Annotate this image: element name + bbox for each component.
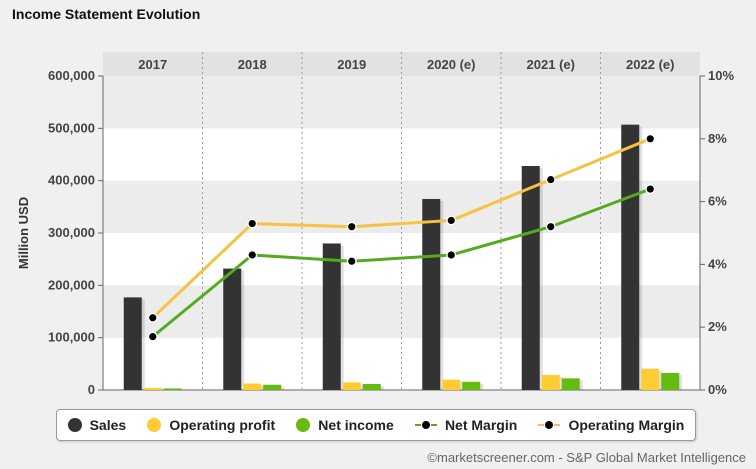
operating-margin-point xyxy=(149,314,157,322)
legend-item-net-margin[interactable]: Net Margin xyxy=(414,417,518,433)
y2-tick-label: 6% xyxy=(708,194,727,209)
bar-net-income xyxy=(462,381,481,390)
y2-tick-label: 2% xyxy=(708,319,727,334)
legend-label-net-income: Net income xyxy=(318,417,394,433)
bar-operating-profit xyxy=(541,375,560,390)
y2-tick-label: 8% xyxy=(708,131,727,146)
legend-item-sales[interactable]: Sales xyxy=(67,417,127,433)
bar-net-income xyxy=(163,388,182,390)
net-margin-point xyxy=(547,223,555,231)
legend-swatch-operating-profit xyxy=(147,418,162,432)
y-tick-label: 300,000 xyxy=(48,225,95,240)
bar-sales xyxy=(422,198,441,390)
bar-sales xyxy=(123,297,142,390)
bar-net-income xyxy=(362,383,381,390)
bar-operating-profit xyxy=(243,383,262,390)
x-tick-label: 2017 xyxy=(138,57,167,72)
legend-label-operating-profit: Operating profit xyxy=(169,417,276,433)
y-tick-label: 400,000 xyxy=(48,173,95,188)
bar-operating-profit xyxy=(442,379,461,390)
bar-sales xyxy=(521,166,540,390)
y2-tick-label: 10% xyxy=(708,68,734,83)
x-tick-label: 2018 xyxy=(238,57,267,72)
operating-margin-point xyxy=(547,176,555,184)
operating-margin-point xyxy=(646,135,654,143)
y-axis-label: Million USD xyxy=(16,197,31,269)
legend-item-operating-margin[interactable]: Operating Margin xyxy=(538,417,684,433)
legend-label-operating-margin: Operating Margin xyxy=(568,417,685,433)
y-tick-label: 600,000 xyxy=(48,68,95,83)
bar-sales xyxy=(621,124,640,391)
bar-sales xyxy=(322,243,341,390)
bar-operating-profit xyxy=(342,382,361,390)
operating-margin-point xyxy=(248,219,256,228)
bar-net-income xyxy=(263,384,282,390)
legend-swatch-net-margin xyxy=(414,419,437,431)
y-tick-label: 200,000 xyxy=(48,277,95,292)
net-margin-line xyxy=(151,187,651,338)
bar-sales xyxy=(223,268,242,390)
x-tick-label: 2022 (e) xyxy=(626,57,674,72)
chart-title: Income Statement Evolution xyxy=(12,6,201,22)
y-tick-label: 500,000 xyxy=(48,120,95,135)
legend: Sales Operating profit Net income Net Ma… xyxy=(56,409,696,441)
legend-swatch-operating-margin xyxy=(538,419,561,431)
y2-tick-label: 4% xyxy=(708,256,727,271)
legend-swatch-sales xyxy=(67,418,82,432)
legend-item-operating-profit[interactable]: Operating profit xyxy=(147,417,275,433)
bar-operating-profit xyxy=(143,387,162,390)
bar-net-income xyxy=(561,378,580,390)
operating-margin-point xyxy=(447,216,455,225)
net-margin-point xyxy=(149,333,157,341)
operating-margin-line xyxy=(151,137,651,319)
y-tick-label: 100,000 xyxy=(48,330,95,345)
source-credit: ©marketscreener.com - S&P Global Market … xyxy=(427,450,746,465)
y2-tick-label: 0% xyxy=(708,382,727,397)
legend-label-sales: Sales xyxy=(89,417,127,433)
net-margin-point xyxy=(348,257,356,265)
net-margin-point xyxy=(447,251,455,259)
bar-net-income xyxy=(661,372,680,390)
y-tick-label: 0 xyxy=(88,382,95,397)
net-margin-point xyxy=(646,185,654,193)
legend-label-net-margin: Net Margin xyxy=(444,417,518,433)
legend-swatch-net-income xyxy=(296,418,311,432)
net-margin-point xyxy=(248,251,256,259)
x-tick-label: 2021 (e) xyxy=(527,57,575,72)
legend-item-net-income[interactable]: Net income xyxy=(296,417,394,433)
operating-margin-point xyxy=(348,223,356,231)
x-tick-label: 2020 (e) xyxy=(427,57,475,72)
x-tick-label: 2019 xyxy=(337,57,366,72)
bar-operating-profit xyxy=(641,368,660,390)
